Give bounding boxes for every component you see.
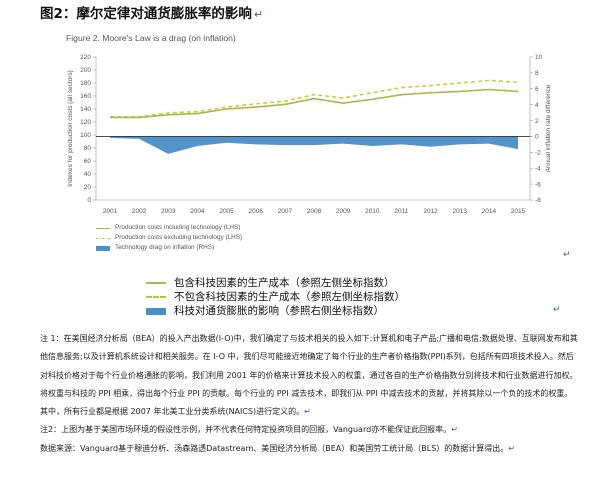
figure-caption: Figure 2. Moore's Law is a drag (on infl…: [66, 33, 236, 43]
cn-legend-drag: 科技对通货膨胀的影响（参照右侧坐标指数）: [146, 304, 405, 318]
right-tick-label: 10: [535, 54, 543, 61]
x-tick-label: 2015: [511, 208, 526, 215]
x-tick-label: 2005: [219, 208, 234, 215]
left-tick-label: 80: [84, 145, 92, 152]
series-including-line: [110, 88, 519, 119]
right-tick-label: 6: [535, 86, 539, 93]
x-tick-label: 2011: [394, 208, 408, 215]
left-tick-label: 120: [80, 119, 91, 126]
y-axis-title-right: Annual inflation rate difference: [545, 84, 552, 172]
y-axis-title-left: Indexes for production costs (all sector…: [67, 70, 74, 187]
left-tick-label: 200: [80, 67, 91, 74]
right-tick-label: -6: [535, 181, 541, 188]
cn-legend: 包含科技因素的生产成本（参照左侧坐标指数） 不包含科技因素的生产成本（参照左侧坐…: [146, 276, 405, 318]
x-tick-label: 2003: [161, 208, 176, 215]
x-tick-label: 2013: [452, 208, 467, 215]
return-mark: ↵: [253, 8, 264, 21]
note-1: 注 1：在美国经济分析局（BEA）的投入产出数据(I-O)中，我们确定了与技术相…: [40, 334, 578, 417]
cn-legend-including: 包含科技因素的生产成本（参照左侧坐标指数）: [146, 276, 405, 290]
x-tick-label: 2014: [482, 208, 497, 215]
return-mark: ↵: [553, 305, 561, 315]
drag-area: [110, 136, 518, 154]
notes: 注 1：在美国经济分析局（BEA）的投入产出数据(I-O)中，我们确定了与技术相…: [40, 330, 580, 458]
left-tick-label: 160: [80, 93, 91, 100]
legend-entry-excluding: Production costs excluding technology (L…: [96, 233, 242, 243]
left-tick-label: 100: [80, 132, 91, 139]
left-tick-label: 180: [80, 80, 91, 87]
x-tick-label: 2004: [190, 208, 205, 215]
x-tick-label: 2009: [336, 208, 351, 215]
note-2: 注2：上图为基于美国市场环境的假设性示例，并不代表任何特定投资项目的回报，Van…: [40, 425, 458, 435]
x-tick-label: 2008: [307, 208, 322, 215]
x-tick-label: 2012: [423, 208, 438, 215]
legend-entry-drag: Technology drag on inflation (RHS): [96, 243, 242, 253]
page-title: 图2：摩尔定律对通货膨胀率的影响 ↵: [40, 6, 264, 22]
right-tick-label: -4: [535, 165, 541, 172]
left-tick-label: 40: [84, 171, 92, 178]
left-tick-label: 140: [80, 106, 91, 113]
chart-legend: Production costs including technology (L…: [96, 223, 242, 253]
left-tick-label: 60: [84, 158, 92, 165]
left-tick-label: 0: [87, 197, 91, 204]
right-tick-label: -8: [535, 197, 541, 204]
x-tick-label: 2002: [132, 208, 147, 215]
right-tick-label: 4: [535, 102, 539, 109]
x-tick-label: 2006: [248, 208, 263, 215]
data-source: 数据来源：Vanguard基于穆迪分析、汤森路透Datastream、美国经济分…: [40, 443, 515, 453]
left-tick-label: 20: [84, 184, 92, 191]
x-tick-label: 2001: [103, 208, 118, 215]
x-tick-label: 2010: [365, 208, 380, 215]
cn-legend-excluding: 不包含科技因素的生产成本（参照左侧坐标指数）: [146, 290, 405, 304]
right-tick-label: 0: [535, 134, 539, 141]
right-tick-label: 2: [535, 118, 539, 125]
right-tick-label: -2: [535, 150, 541, 157]
x-tick-label: 2007: [278, 208, 293, 215]
left-tick-label: 220: [80, 54, 91, 61]
legend-entry-including: Production costs including technology (L…: [96, 223, 242, 233]
return-mark: ↵: [563, 250, 571, 260]
right-tick-label: 8: [535, 70, 539, 77]
